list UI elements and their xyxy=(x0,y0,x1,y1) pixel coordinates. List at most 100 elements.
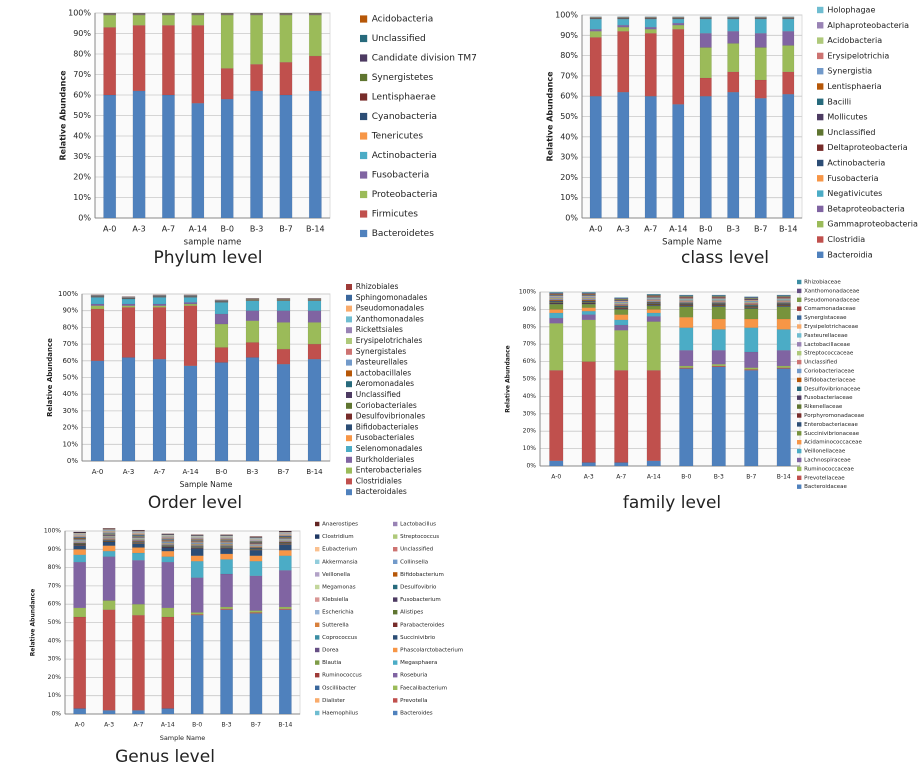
legend-swatch xyxy=(817,6,824,14)
y-tick-label: 70% xyxy=(62,340,78,348)
bar-segment xyxy=(307,343,322,360)
legend-swatch xyxy=(315,685,320,690)
x-tick-label: B-7 xyxy=(754,225,767,234)
bar-segment xyxy=(276,363,291,462)
bar-segment xyxy=(220,98,234,219)
legend-swatch xyxy=(797,395,802,400)
bar-segment xyxy=(589,29,602,32)
bar-segment xyxy=(183,297,198,303)
bar-segment xyxy=(549,317,564,324)
bar-segment xyxy=(214,347,229,363)
bar-segment xyxy=(102,556,116,601)
bar-segment xyxy=(589,31,602,38)
bar-segment xyxy=(276,300,291,311)
bar-segment xyxy=(190,577,204,613)
bar-segment xyxy=(699,77,712,97)
y-axis-title: Relative Abundance xyxy=(505,345,512,413)
bar-segment xyxy=(73,531,87,533)
bar-segment xyxy=(132,710,145,715)
legend-swatch xyxy=(817,159,824,167)
legend-swatch xyxy=(346,370,352,377)
legend-swatch xyxy=(797,404,802,409)
bar-segment xyxy=(152,297,167,305)
legend-swatch xyxy=(346,435,352,442)
bar-segment xyxy=(90,297,105,305)
bar-segment xyxy=(672,22,685,26)
legend-swatch xyxy=(797,368,802,374)
bar-segment xyxy=(549,370,564,461)
bar-segment xyxy=(782,18,795,32)
y-tick-label: 0% xyxy=(565,214,578,223)
legend-label: Fusobacteriaceae xyxy=(804,395,853,401)
legend-label: Veillonella xyxy=(322,572,350,578)
y-tick-label: 60% xyxy=(523,358,537,365)
bar-segment xyxy=(581,292,596,294)
bar-segment xyxy=(776,318,791,330)
bar-segment xyxy=(614,309,629,315)
bar-segment xyxy=(183,302,198,305)
legend-swatch xyxy=(346,413,352,420)
bar-segment xyxy=(644,29,657,34)
bar-segment xyxy=(549,460,564,467)
legend-swatch xyxy=(393,673,398,678)
legend-swatch xyxy=(797,422,802,427)
bar-segment xyxy=(776,368,791,467)
y-tick-label: 50% xyxy=(73,111,91,120)
legend-label: Veillonellaceae xyxy=(804,449,846,455)
legend-label: Clostridium xyxy=(322,534,353,540)
bar-segment xyxy=(776,365,791,368)
bar-segment xyxy=(132,529,145,531)
legend-swatch xyxy=(315,635,320,640)
legend-label: Megamonas xyxy=(322,585,356,591)
bar-segment xyxy=(679,368,694,467)
bar-segment xyxy=(162,14,175,26)
legend-swatch xyxy=(346,478,352,485)
y-tick-label: 60% xyxy=(560,92,578,101)
bar-segment xyxy=(679,294,694,296)
y-tick-label: 80% xyxy=(62,323,78,331)
legend-swatch xyxy=(797,440,802,445)
y-axis-title: Relative Abundance xyxy=(46,338,54,417)
legend-label: Rikenellaceae xyxy=(804,404,843,410)
legend-label: Erysipelotrichaceae xyxy=(804,324,859,330)
bar-segment xyxy=(162,94,175,219)
bar-segment xyxy=(782,71,795,95)
legend-label: Eubacterium xyxy=(322,547,357,553)
bar-segment xyxy=(152,303,167,306)
legend-label: Clostridia xyxy=(827,235,865,244)
y-tick-label: 10% xyxy=(73,193,91,202)
legend-label: Bacteroidia xyxy=(827,250,872,259)
legend-swatch xyxy=(315,584,320,590)
bar-segment xyxy=(614,297,629,299)
x-tick-label: A-14 xyxy=(647,474,661,481)
bar-segment xyxy=(307,358,322,462)
bar-segment xyxy=(249,613,263,715)
bar-segment xyxy=(711,306,726,320)
bar-segment xyxy=(727,31,740,44)
bar-segment xyxy=(711,329,726,351)
bar-segment xyxy=(220,534,233,536)
bar-segment xyxy=(214,302,229,315)
bar-segment xyxy=(220,609,233,715)
y-tick-label: 20% xyxy=(73,173,91,182)
y-tick-label: 20% xyxy=(523,428,537,435)
bar-segment xyxy=(549,309,564,314)
x-tick-label: B-7 xyxy=(279,225,292,234)
bar-segment xyxy=(581,307,596,312)
legend-label: Phascolarctobacterium xyxy=(400,648,463,654)
panel-title: Order level xyxy=(148,493,242,513)
legend-swatch xyxy=(393,635,398,640)
bar-segment xyxy=(672,18,685,24)
legend-label: Succinivibrionaceae xyxy=(804,431,860,437)
y-tick-label: 10% xyxy=(62,440,78,448)
bar-segment xyxy=(73,561,87,609)
x-tick-label: B-14 xyxy=(278,722,292,729)
x-axis-title: sample name xyxy=(184,238,242,248)
x-axis-title: Sample Name xyxy=(160,734,206,742)
legend-label: Parabacteroides xyxy=(400,622,444,628)
x-tick-label: B-0 xyxy=(699,225,712,234)
legend-label: Proteobacteria xyxy=(372,190,438,200)
legend-swatch xyxy=(346,305,352,312)
bar-segment xyxy=(220,68,234,100)
